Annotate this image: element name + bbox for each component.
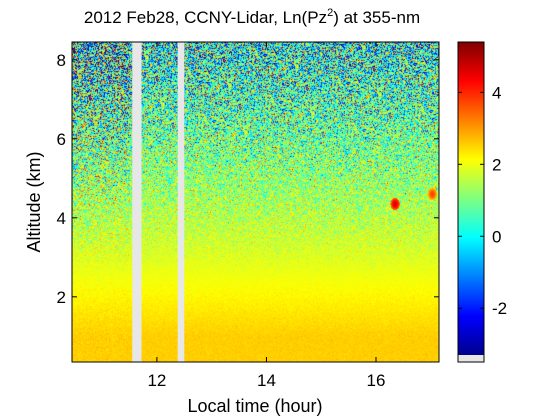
x-tick-label: 12	[147, 371, 166, 390]
plot-frame	[71, 41, 440, 363]
chart-title: 2012 Feb28, CCNY-Lidar, Ln(Pz2) at 355-n…	[84, 7, 420, 27]
colorbar-nodata-swatch	[458, 355, 484, 362]
data-gap-band	[132, 42, 142, 362]
y-tick-label: 6	[57, 130, 66, 149]
plot-area	[71, 41, 440, 363]
x-axis: 12 14 16	[147, 42, 385, 390]
colorbar-tick-label: 4	[492, 83, 501, 102]
colorbar: -2 0 2 4	[457, 41, 507, 363]
y-tick-label: 4	[57, 209, 66, 228]
colorbar-tick-label: 0	[492, 227, 501, 246]
x-tick-label: 14	[257, 371, 276, 390]
colorbar-gradient	[458, 42, 484, 355]
y-tick-label: 8	[57, 51, 66, 70]
data-gap-layer	[132, 42, 185, 362]
y-axis-label: Altitude (km)	[24, 151, 44, 252]
data-gap-band	[177, 42, 185, 362]
heatmap-image	[72, 42, 439, 362]
colorbar-tick-label: 2	[492, 155, 501, 174]
colorbar-frame	[457, 41, 485, 363]
colorbar-tick-label: -2	[492, 299, 507, 318]
x-tick-label: 16	[367, 371, 386, 390]
y-axis: 2 4 6 8	[57, 51, 439, 307]
colorbar-ticks: -2 0 2 4	[458, 83, 507, 318]
y-tick-label: 2	[57, 288, 66, 307]
x-axis-label: Local time (hour)	[187, 396, 322, 416]
